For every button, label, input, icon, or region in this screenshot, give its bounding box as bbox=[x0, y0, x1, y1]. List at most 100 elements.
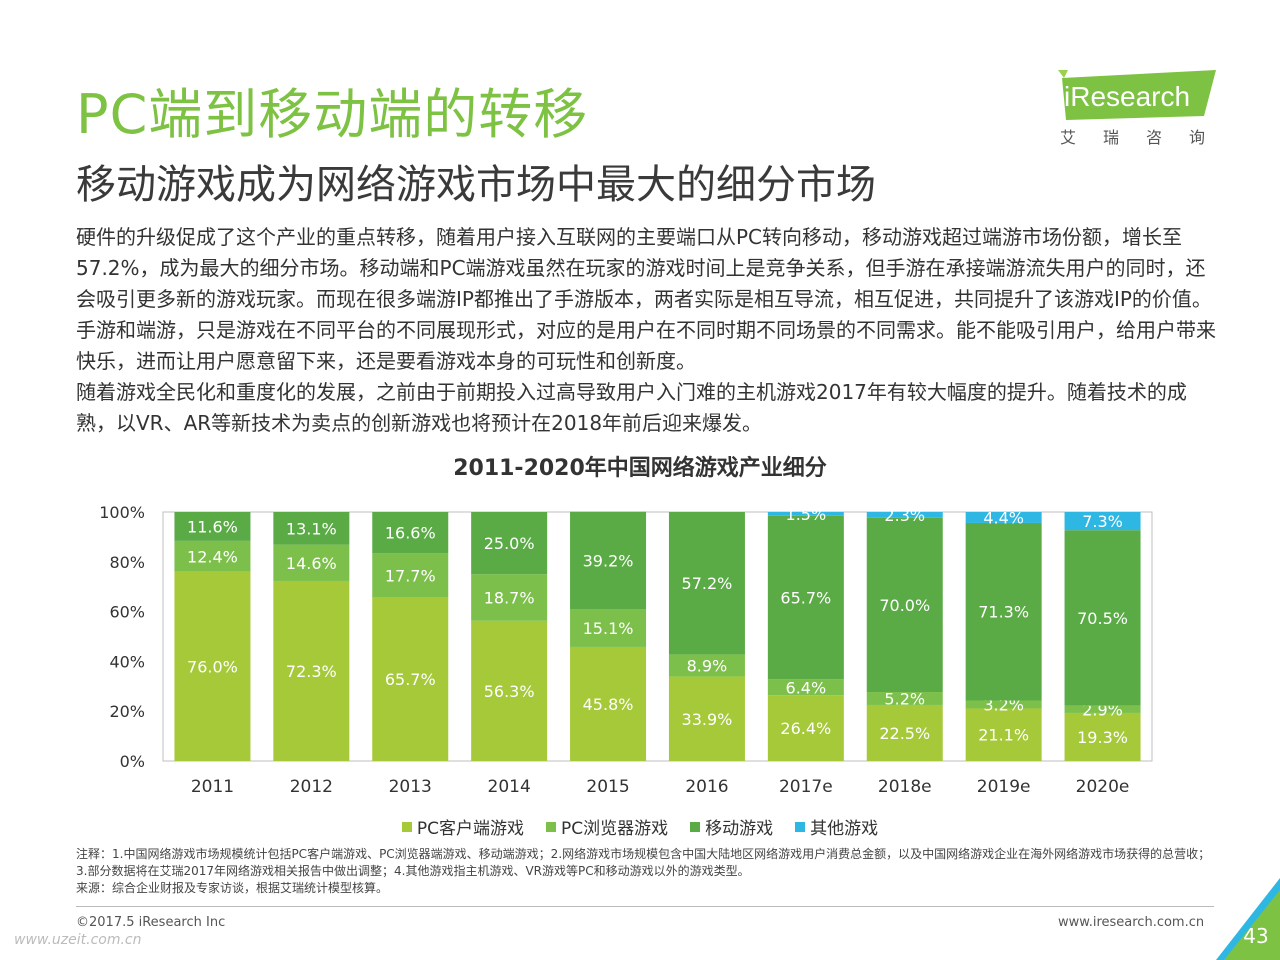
bar-segment bbox=[668, 512, 745, 655]
body-text: 硬件的升级促成了这个产业的重点转移，随着用户接入互联网的主要端口从PC转向移动，… bbox=[76, 222, 1216, 439]
bar-segment bbox=[866, 704, 943, 761]
bar-segment bbox=[471, 620, 548, 761]
x-tick-label: 2020e bbox=[1076, 777, 1130, 797]
copyright: ©2017.5 iResearch Inc bbox=[76, 915, 226, 930]
bar-segment bbox=[471, 574, 548, 621]
data-label: 45.8% bbox=[583, 695, 634, 714]
x-tick-label: 2015 bbox=[586, 777, 629, 797]
x-tick-label: 2012 bbox=[290, 777, 333, 797]
bar-segment bbox=[1064, 530, 1141, 706]
bar-segment bbox=[767, 515, 844, 680]
x-tick-label: 2018e bbox=[878, 777, 932, 797]
y-tick-label: 40% bbox=[109, 652, 145, 671]
logo-brand-text: iResearch bbox=[1064, 81, 1190, 112]
data-label: 6.4% bbox=[786, 678, 827, 697]
page-subtitle: 移动游戏成为网络游戏市场中最大的细分市场 bbox=[76, 162, 876, 208]
page-number: 43 bbox=[1243, 924, 1269, 948]
legend-label: 移动游戏 bbox=[705, 819, 774, 839]
legend-swatch bbox=[401, 821, 412, 832]
bar-segment bbox=[965, 700, 1042, 709]
bar-segment bbox=[965, 708, 1042, 761]
bar-segment bbox=[866, 512, 943, 518]
legend-label: 其他游戏 bbox=[810, 819, 879, 839]
data-label: 56.3% bbox=[484, 682, 535, 701]
data-label: 19.3% bbox=[1077, 728, 1128, 747]
data-label: 65.7% bbox=[780, 589, 831, 608]
data-label: 72.3% bbox=[286, 662, 337, 681]
bar-segment bbox=[570, 511, 647, 610]
bar-segment bbox=[668, 654, 745, 677]
data-label: 26.4% bbox=[780, 719, 831, 738]
logo-brand-cn: 艾瑞咨询 bbox=[1060, 128, 1233, 147]
legend-label: PC浏览器游戏 bbox=[561, 819, 669, 839]
bar-segment bbox=[273, 512, 350, 545]
bar-segment bbox=[767, 679, 844, 696]
bar-segment bbox=[372, 553, 449, 598]
data-label: 4.4% bbox=[983, 508, 1024, 527]
watermark: www.uzeit.com.cn bbox=[14, 932, 142, 948]
data-label: 71.3% bbox=[978, 603, 1029, 622]
bar-segment bbox=[273, 544, 350, 581]
x-tick-label: 2019e bbox=[977, 777, 1031, 797]
x-tick-label: 2011 bbox=[191, 777, 234, 797]
y-tick-label: 60% bbox=[109, 603, 145, 622]
data-label: 1.5% bbox=[786, 505, 827, 524]
page-corner-icon bbox=[1216, 878, 1280, 960]
body-paragraph-2: 随着游戏全民化和重度化的发展，之前由于前期投入过高导致用户入门难的主机游戏201… bbox=[76, 380, 1187, 435]
bar-segment bbox=[174, 540, 251, 572]
y-tick-label: 100% bbox=[99, 503, 145, 522]
data-label: 12.4% bbox=[187, 547, 238, 566]
bar-segment bbox=[174, 571, 251, 761]
legend-swatch bbox=[546, 821, 556, 832]
y-tick-label: 80% bbox=[109, 553, 145, 572]
bar-segment bbox=[965, 512, 1042, 523]
bar-segment bbox=[174, 512, 251, 541]
bar-segment bbox=[866, 517, 943, 693]
iresearch-logo: iResearch 艾瑞咨询 bbox=[1054, 68, 1224, 148]
data-label: 2.3% bbox=[884, 506, 925, 525]
bar-segment bbox=[570, 646, 647, 761]
data-label: 18.7% bbox=[484, 589, 535, 608]
legend-item: PC浏览器游戏 bbox=[546, 814, 668, 839]
bar-segment bbox=[668, 676, 745, 761]
data-label: 11.6% bbox=[187, 517, 238, 536]
x-tick-label: 2016 bbox=[685, 777, 728, 797]
page-title: PC端到移动端的转移 bbox=[76, 83, 589, 146]
website-link[interactable]: www.iresearch.com.cn bbox=[1058, 915, 1205, 930]
source-line: 来源：综合企业财报及专家访谈，根据艾瑞统计模型核算。 bbox=[76, 881, 389, 895]
bar-segment bbox=[767, 512, 844, 516]
data-label: 13.1% bbox=[286, 519, 337, 538]
data-label: 7.3% bbox=[1082, 512, 1123, 531]
legend-swatch bbox=[795, 821, 806, 832]
bar-segment bbox=[273, 580, 350, 761]
data-label: 70.5% bbox=[1077, 609, 1128, 628]
chart-title: 2011-2020年中国网络游戏产业细分 bbox=[453, 456, 827, 481]
legend-item: 其他游戏 bbox=[795, 814, 878, 839]
x-tick-label: 2017e bbox=[779, 777, 833, 797]
bar-segment bbox=[1064, 712, 1141, 761]
bar-segment bbox=[965, 522, 1042, 701]
bar-segment bbox=[767, 695, 844, 761]
bar-segment bbox=[372, 512, 449, 554]
data-label: 25.0% bbox=[484, 534, 535, 553]
bar-segment bbox=[866, 692, 943, 705]
legend-swatch bbox=[690, 821, 701, 832]
legend-item: PC客户端游戏 bbox=[401, 814, 524, 839]
bar-segment bbox=[1064, 705, 1141, 713]
plot-area-border bbox=[162, 511, 1153, 762]
data-label: 5.2% bbox=[884, 690, 925, 709]
stacked-bar-chart: 0% 20% 40% 60% 80% 100% 76.0% 12.4% 11.6% 2011 72.… bbox=[99, 503, 1153, 797]
data-label: 39.2% bbox=[583, 552, 634, 571]
data-label: 76.0% bbox=[187, 657, 238, 676]
footer-divider bbox=[76, 906, 1214, 907]
bar-segment bbox=[1064, 512, 1141, 531]
data-label: 17.7% bbox=[385, 566, 436, 585]
legend-item: 移动游戏 bbox=[690, 814, 773, 839]
chart-notes: 注释：1.中国网络游戏市场规模统计包括PC客户端游戏、PC浏览器端游戏、移动端游… bbox=[76, 846, 1216, 897]
data-label: 8.9% bbox=[687, 657, 728, 676]
y-tick-label: 20% bbox=[109, 702, 145, 721]
x-tick-label: 2013 bbox=[389, 777, 432, 797]
data-label: 57.2% bbox=[682, 574, 733, 593]
data-label: 22.5% bbox=[879, 724, 930, 743]
bar-segment bbox=[471, 512, 548, 575]
